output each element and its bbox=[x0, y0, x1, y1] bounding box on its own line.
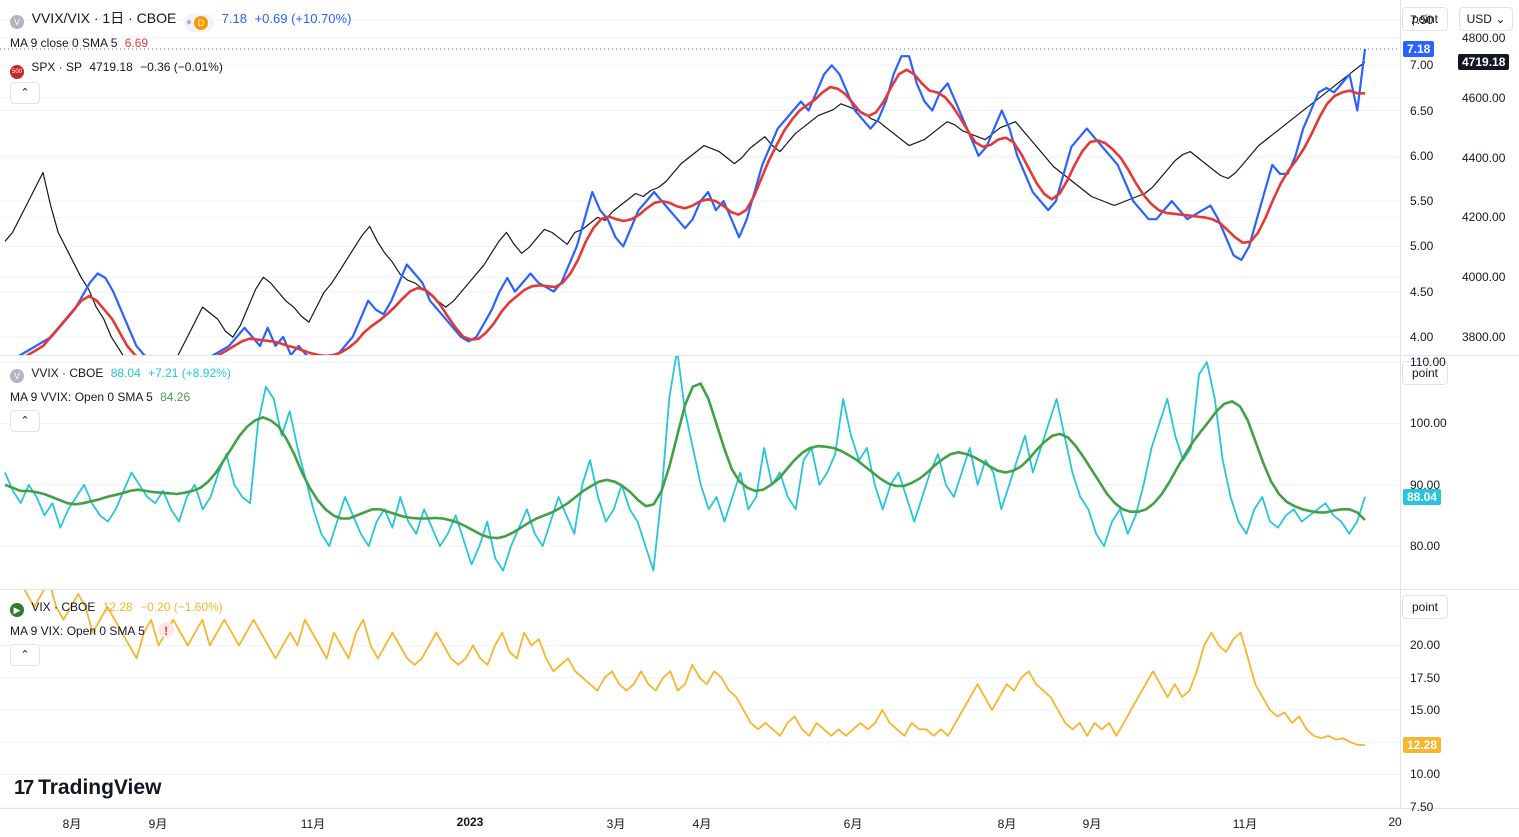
ma-value: 6.69 bbox=[124, 36, 149, 50]
overlay-last: 4719.18 bbox=[89, 60, 133, 74]
logo-text: TradingView bbox=[38, 776, 162, 799]
interval-badge: D bbox=[194, 16, 208, 30]
vvix-change: +7.21 (+8.92%) bbox=[148, 366, 231, 380]
vvix-last: 88.04 bbox=[110, 366, 141, 380]
right-axis-tick: 4000.00 bbox=[1462, 270, 1506, 285]
scale-mode-button-1[interactable]: point bbox=[1402, 7, 1448, 31]
pane-1-svg bbox=[0, 19, 1400, 355]
chevron-down-icon: ⌄ bbox=[1495, 12, 1506, 26]
left-axis-tick: 4.00 bbox=[1410, 329, 1434, 344]
right-axis-tick: 4800.00 bbox=[1462, 30, 1506, 45]
pane-vvix[interactable]: V VVIX · CBOE 88.04 +7.21 (+8.92%) MA 9 … bbox=[0, 355, 1519, 589]
overlay-change: −0.36 (−0.01%) bbox=[140, 60, 223, 74]
spx-icon: 500 bbox=[10, 65, 24, 79]
pane-separator-1[interactable] bbox=[0, 355, 1519, 356]
left-axis-tick: 6.00 bbox=[1410, 148, 1434, 163]
right-axis-tick: 3800.00 bbox=[1462, 330, 1506, 345]
legend-last: 7.18 bbox=[221, 11, 247, 26]
last-price-label-left: 7.18 bbox=[1403, 40, 1435, 57]
left-axis-tick: 6.50 bbox=[1410, 103, 1434, 118]
currency-button[interactable]: USD ⌄ bbox=[1459, 7, 1513, 31]
collapse-legend-button-3[interactable]: ⌃ bbox=[10, 644, 40, 666]
time-axis-tick: 8月 bbox=[62, 817, 82, 831]
legend-title[interactable]: VVIX/VIX · 1日 · CBOE bbox=[31, 10, 177, 26]
collapse-legend-button-1[interactable]: ⌃ bbox=[10, 82, 40, 104]
right-axis-tick: 90.00 bbox=[1410, 477, 1441, 492]
series-vvix-vix-line bbox=[18, 48, 1367, 355]
right-axis-tick: 7.50 bbox=[1410, 799, 1434, 814]
time-axis-tick: 20 bbox=[1388, 815, 1402, 829]
pane-vix[interactable]: ▶ VIX · CBOE 12.28 −0.20 (−1.60%) MA 9 V… bbox=[0, 590, 1519, 814]
time-axis-tick: 3月 bbox=[606, 817, 626, 831]
right-axis-tick: 4400.00 bbox=[1462, 150, 1506, 165]
right-axis-tick: 100.00 bbox=[1410, 416, 1447, 431]
right-axis-tick: 10.00 bbox=[1410, 767, 1441, 782]
series-spx-line bbox=[4, 61, 1366, 355]
vix-title[interactable]: VIX · CBOE bbox=[31, 600, 96, 614]
alert-icon[interactable]: ! bbox=[158, 622, 175, 638]
left-axis-tick: 4.50 bbox=[1410, 284, 1434, 299]
left-axis-tick: 5.00 bbox=[1410, 239, 1434, 254]
time-axis-tick: 9月 bbox=[148, 817, 168, 831]
scale-mode-button-3[interactable]: point bbox=[1402, 595, 1448, 619]
ma-label[interactable]: MA 9 close 0 SMA 5 bbox=[10, 36, 118, 50]
time-axis-border bbox=[0, 808, 1519, 809]
interval-toggle[interactable]: ● D bbox=[183, 14, 214, 32]
time-axis-tick: 6月 bbox=[843, 817, 863, 831]
ma-label[interactable]: MA 9 VVIX: Open 0 SMA 5 bbox=[10, 390, 153, 404]
legend-vvix-ma: MA 9 VVIX: Open 0 SMA 5 84.26 bbox=[10, 388, 194, 406]
last-price-label: 12.28 bbox=[1403, 737, 1442, 754]
collapse-legend-button-2[interactable]: ⌃ bbox=[10, 410, 40, 432]
legend-main: V VVIX/VIX · 1日 · CBOE ● D 7.18 +0.69 (+1… bbox=[10, 9, 355, 32]
vix-change: −0.20 (−1.60%) bbox=[140, 600, 223, 614]
vix-last: 12.28 bbox=[102, 600, 133, 614]
ma-label[interactable]: MA 9 VIX: Open 0 SMA 5 bbox=[10, 624, 145, 638]
time-axis-tick: 9月 bbox=[1082, 817, 1102, 831]
right-axis-tick: 4200.00 bbox=[1462, 210, 1506, 225]
time-axis-tick: 8月 bbox=[997, 817, 1017, 831]
logo-mark-icon: 17 bbox=[14, 777, 34, 799]
pane-separator-2[interactable] bbox=[0, 589, 1519, 590]
currency-label: USD bbox=[1466, 12, 1492, 26]
pane-2-svg bbox=[0, 356, 1400, 572]
legend-change: +0.69 (+10.70%) bbox=[254, 11, 352, 26]
right-axis-tick: 17.50 bbox=[1410, 670, 1441, 685]
time-axis-tick: 11月 bbox=[1232, 817, 1258, 831]
time-axis-tick: 2023 bbox=[456, 815, 484, 829]
symbol-icon: V bbox=[10, 15, 24, 29]
legend-vix: ▶ VIX · CBOE 12.28 −0.20 (−1.60%) bbox=[10, 598, 227, 617]
series-vix-line bbox=[23, 590, 1366, 746]
last-price-label-right: 4719.18 bbox=[1458, 54, 1510, 71]
legend-overlay: 500 SPX · SP 4719.18 −0.36 (−0.01%) bbox=[10, 58, 227, 79]
series-ma-line bbox=[25, 68, 1365, 355]
left-axis-tick: 7.00 bbox=[1410, 58, 1434, 73]
left-axis-tick: 5.50 bbox=[1410, 194, 1434, 209]
legend-vix-ma: MA 9 VIX: Open 0 SMA 5 ! bbox=[10, 622, 178, 640]
left-axis-tick: 7.50 bbox=[1410, 13, 1434, 27]
time-axis-tick: 11月 bbox=[300, 817, 326, 831]
play-icon: ▶ bbox=[10, 603, 24, 617]
ma-value: 84.26 bbox=[160, 390, 191, 404]
time-axis-tick: 4月 bbox=[692, 817, 712, 831]
pane-vvix-vix[interactable]: V VVIX/VIX · 1日 · CBOE ● D 7.18 +0.69 (+1… bbox=[0, 0, 1519, 355]
pane-3-svg bbox=[0, 590, 1400, 808]
last-price-label: 88.04 bbox=[1403, 488, 1442, 505]
tradingview-logo[interactable]: 17 TradingView bbox=[14, 776, 161, 800]
series-vvix-ma-line bbox=[4, 382, 1366, 540]
price-axis-border bbox=[1400, 0, 1401, 808]
series-vvix-line bbox=[4, 356, 1366, 572]
right-axis-tick: 20.00 bbox=[1410, 638, 1441, 653]
overlay-symbol[interactable]: SPX · SP bbox=[31, 60, 83, 74]
right-axis-tick: 15.00 bbox=[1410, 702, 1441, 717]
right-axis-tick: 4600.00 bbox=[1462, 90, 1506, 105]
legend-vvix: V VVIX · CBOE 88.04 +7.21 (+8.92%) bbox=[10, 364, 235, 383]
vvix-title[interactable]: VVIX · CBOE bbox=[31, 366, 104, 380]
right-axis-tick: 80.00 bbox=[1410, 539, 1441, 554]
symbol-icon: V bbox=[10, 369, 24, 383]
legend-ma: MA 9 close 0 SMA 5 6.69 bbox=[10, 34, 152, 52]
right-axis-tick: 110.00 bbox=[1410, 355, 1446, 370]
scale-mode-button-2[interactable]: point bbox=[1402, 361, 1448, 385]
